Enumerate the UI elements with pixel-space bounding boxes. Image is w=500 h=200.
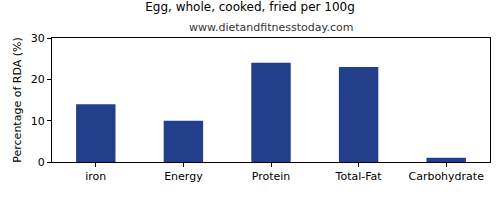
svg-text:Energy: Energy [164,170,203,183]
svg-text:Percentage of RDA (%): Percentage of RDA (%) [11,37,24,162]
svg-text:20: 20 [31,73,45,86]
svg-text:10: 10 [31,115,45,128]
svg-text:Total-Fat: Total-Fat [335,170,383,183]
svg-text:Protein: Protein [252,170,291,183]
svg-text:30: 30 [31,32,45,45]
svg-text:Egg, whole, cooked, fried per: Egg, whole, cooked, fried per 100g [145,0,355,14]
svg-text:0: 0 [38,156,45,169]
svg-text:www.dietandfitnesstoday.com: www.dietandfitnesstoday.com [189,21,353,34]
svg-text:iron: iron [85,170,106,183]
svg-text:Carbohydrate: Carbohydrate [408,170,484,183]
